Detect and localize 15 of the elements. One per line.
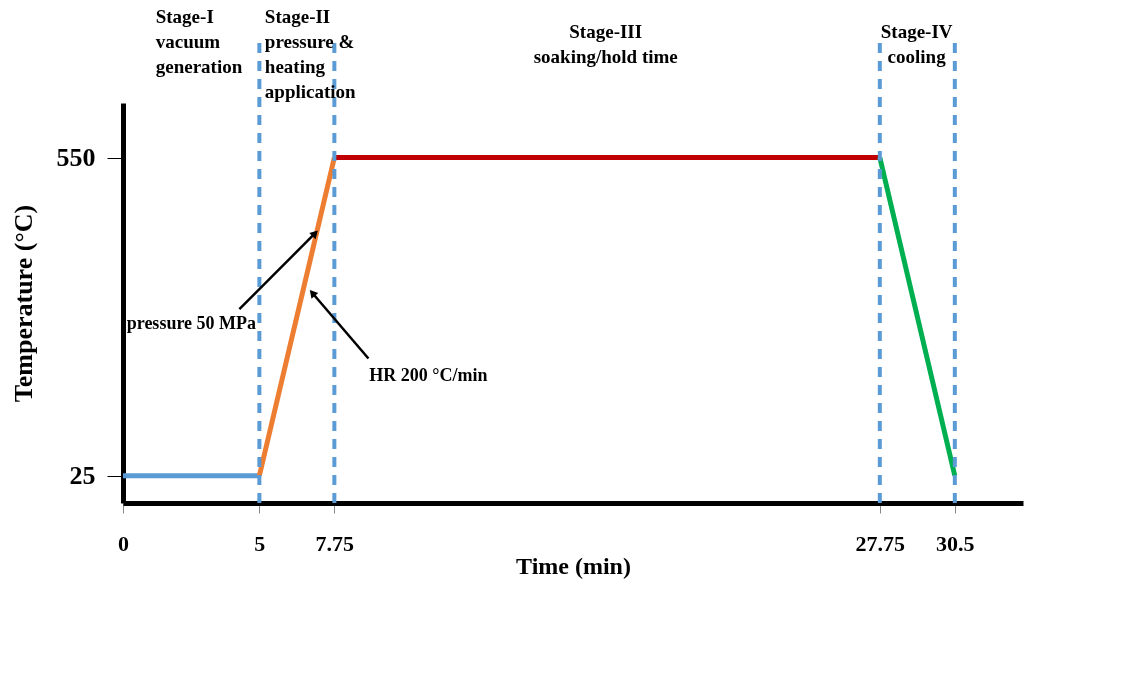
- text: Stage-IV cooling: [880, 21, 953, 67]
- annotation: pressure 50 MPa: [126, 313, 257, 334]
- annotation: HR 200 °C/min: [369, 365, 488, 386]
- y-tick-label: 25: [69, 461, 96, 491]
- x-tick-label: 7.75: [315, 530, 355, 556]
- x-tick-label: 5: [254, 530, 266, 556]
- x-tick-label: 30.5: [936, 530, 975, 556]
- x-tick-label: 0: [118, 530, 129, 556]
- x-tick-label: 27.75: [855, 530, 906, 556]
- x-axis-title: Time (min): [516, 552, 631, 579]
- text: Stage-II pressure & heating application: [264, 6, 357, 102]
- text: Stage-III soaking/hold time: [533, 21, 678, 67]
- text: Stage-I vacuum generation: [155, 6, 243, 77]
- y-axis-title: Temperature (°C): [8, 204, 38, 403]
- y-tick-label: 550: [56, 143, 96, 173]
